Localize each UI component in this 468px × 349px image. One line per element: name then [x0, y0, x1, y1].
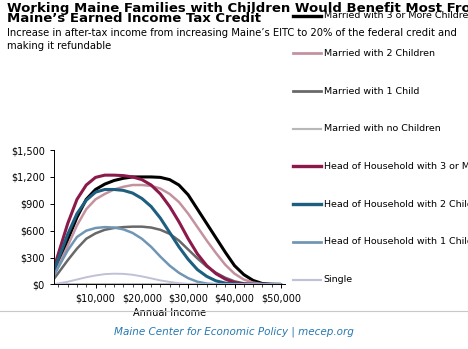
Text: Working Maine Families with Children Would Benefit Most From Expanding: Working Maine Families with Children Wou… — [7, 2, 468, 15]
Text: Head of Household with 2 Children: Head of Household with 2 Children — [324, 200, 468, 209]
Text: Married with 2 Children: Married with 2 Children — [324, 49, 435, 58]
X-axis label: Annual Income: Annual Income — [133, 307, 206, 318]
Text: Increase in after-tax income from increasing Maine’s EITC to 20% of the federal : Increase in after-tax income from increa… — [7, 28, 457, 51]
Text: Married with 3 or More Children: Married with 3 or More Children — [324, 11, 468, 20]
Text: Head of Household with 3 or More: Head of Household with 3 or More — [324, 162, 468, 171]
Text: Maine’s Earned Income Tax Credit: Maine’s Earned Income Tax Credit — [7, 12, 261, 25]
Text: Single: Single — [324, 275, 353, 284]
Text: Maine Center for Economic Policy | mecep.org: Maine Center for Economic Policy | mecep… — [114, 327, 354, 337]
Text: Married with no Children: Married with no Children — [324, 124, 440, 133]
Text: Married with 1 Child: Married with 1 Child — [324, 87, 419, 96]
Text: Head of Household with 1 Child: Head of Household with 1 Child — [324, 237, 468, 246]
